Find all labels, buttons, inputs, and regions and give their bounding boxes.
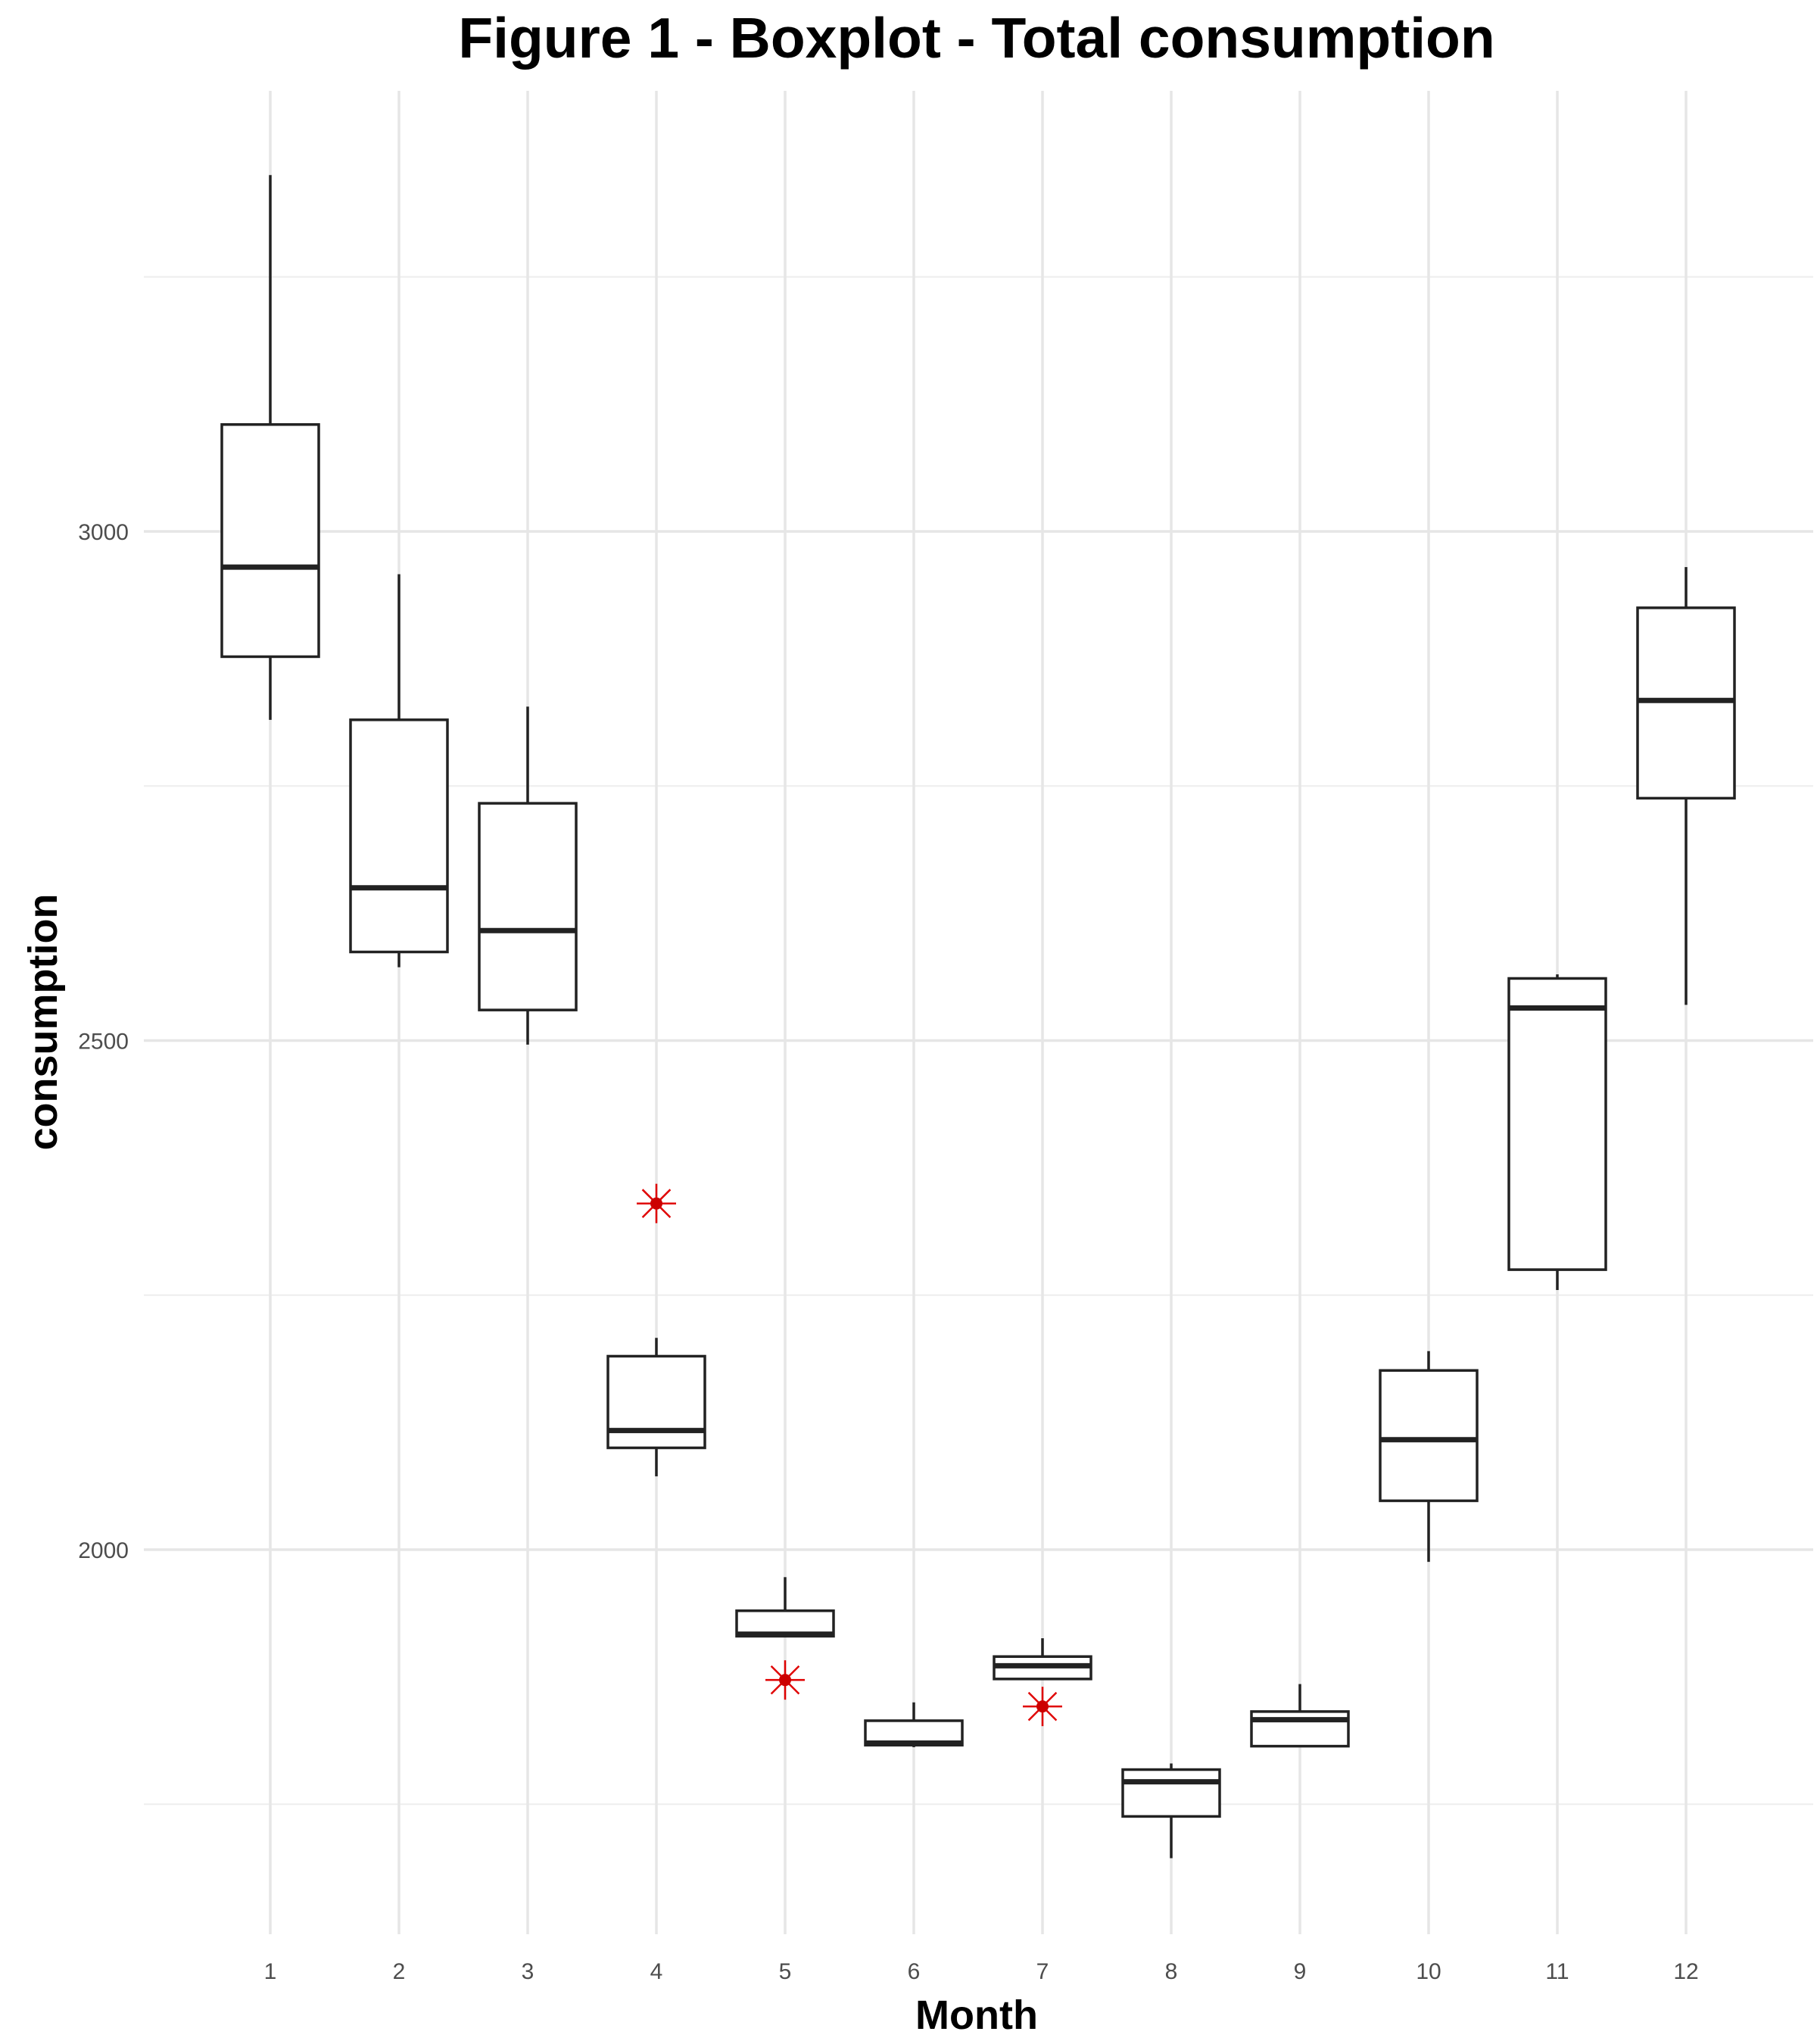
mean-dot: [779, 1674, 791, 1687]
x-tick-label: 2: [393, 1959, 406, 1984]
box-month-8: [1121, 1763, 1221, 1859]
box-month-3: [478, 706, 578, 1045]
x-tick-label: 8: [1165, 1959, 1178, 1984]
box-iqr: [349, 718, 449, 954]
box-iqr: [1250, 1710, 1350, 1748]
box-month-7: [993, 1638, 1092, 1681]
x-tick-label: 9: [1294, 1959, 1307, 1984]
box-iqr: [478, 802, 578, 1011]
x-tick-label: 4: [650, 1959, 663, 1984]
x-tick-label: 10: [1416, 1959, 1441, 1984]
x-tick-label: 12: [1673, 1959, 1698, 1984]
box-month-10: [1379, 1351, 1479, 1563]
mean-dot: [1036, 1700, 1049, 1713]
box-month-5: [735, 1577, 835, 1638]
y-tick-label: 3000: [78, 520, 129, 545]
y-axis-title: consumption: [20, 894, 66, 1151]
box-month-2: [349, 574, 449, 967]
box-month-6: [864, 1702, 964, 1747]
box-month-9: [1250, 1684, 1350, 1748]
y-tick-label: 2500: [78, 1030, 129, 1055]
mean-dot: [650, 1197, 662, 1210]
box-layer: [220, 175, 1736, 1859]
x-tick-label: 6: [908, 1959, 921, 1984]
x-tick-label: 11: [1545, 1959, 1569, 1984]
extra-points-layer: [637, 1183, 1062, 1727]
box-iqr: [220, 423, 320, 659]
y-tick-label: 2000: [78, 1538, 129, 1563]
box-iqr: [606, 1354, 706, 1450]
x-tick-label: 7: [1036, 1959, 1049, 1984]
x-axis-title: Month: [915, 1993, 1038, 2038]
box-iqr: [1379, 1369, 1479, 1503]
box-month-12: [1636, 567, 1736, 1005]
chart-title: Figure 1 - Boxplot - Total consumption: [458, 6, 1494, 70]
box-iqr: [1507, 977, 1607, 1271]
x-tick-label: 3: [522, 1959, 535, 1984]
box-month-11: [1507, 974, 1607, 1291]
mean-marker-month-4: [637, 1183, 676, 1223]
mean-marker-month-5: [765, 1660, 805, 1700]
box-iqr: [1121, 1768, 1221, 1818]
box-month-1: [220, 175, 320, 720]
mean-marker-month-7: [1023, 1687, 1062, 1727]
x-tick-label: 1: [264, 1959, 277, 1984]
box-month-4: [606, 1338, 706, 1477]
x-tick-label: 5: [779, 1959, 792, 1984]
